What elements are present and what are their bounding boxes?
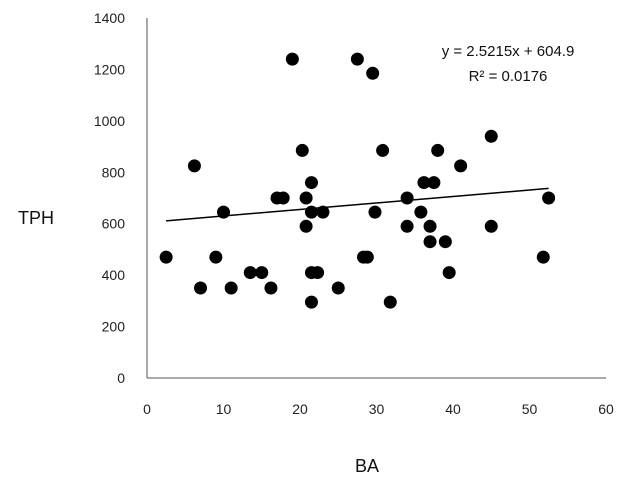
data-point: [299, 191, 313, 205]
data-point: [454, 159, 468, 173]
data-point: [285, 52, 299, 66]
data-point: [536, 250, 550, 264]
x-tick-label: 40: [445, 401, 461, 417]
data-point: [427, 176, 441, 190]
x-tick-label: 10: [216, 401, 232, 417]
data-point: [442, 266, 456, 280]
data-point: [366, 66, 380, 80]
data-point: [542, 191, 556, 205]
data-point: [316, 205, 330, 219]
data-point: [243, 266, 257, 280]
data-point: [368, 205, 382, 219]
y-tick-label: 1000: [94, 113, 125, 129]
data-point: [417, 176, 431, 190]
data-point: [383, 295, 397, 309]
data-point: [276, 191, 290, 205]
data-point: [360, 250, 374, 264]
x-tick-label: 60: [598, 401, 614, 417]
data-point: [400, 191, 414, 205]
data-point: [295, 143, 309, 157]
data-point: [400, 219, 414, 233]
y-tick-label: 600: [102, 216, 126, 232]
data-point: [423, 219, 437, 233]
data-point: [431, 143, 445, 157]
data-point: [209, 250, 223, 264]
y-tick-label: 1400: [94, 10, 125, 26]
y-tick-label: 200: [102, 319, 126, 335]
data-point: [311, 266, 325, 280]
data-point: [224, 281, 238, 295]
data-point: [484, 129, 498, 143]
trendline: [166, 187, 549, 222]
r-squared-label: R² = 0.0176: [469, 68, 548, 85]
y-tick-label: 1200: [94, 61, 125, 77]
y-tick-label: 0: [117, 370, 125, 386]
data-point: [350, 52, 364, 66]
y-tick-label: 400: [102, 267, 126, 283]
data-point: [484, 219, 498, 233]
x-tick-label: 0: [143, 401, 151, 417]
data-point: [159, 250, 173, 264]
data-point: [194, 281, 208, 295]
data-point: [299, 219, 313, 233]
data-point: [255, 266, 269, 280]
data-point: [423, 235, 437, 249]
data-point: [331, 281, 345, 295]
data-point: [376, 143, 390, 157]
data-point: [438, 235, 452, 249]
y-tick-labels: 0 200 400 600 800 1000 1200 1400: [94, 10, 125, 386]
x-tick-label: 20: [292, 401, 308, 417]
data-point: [304, 176, 318, 190]
x-tick-label: 30: [369, 401, 385, 417]
data-points: [159, 52, 556, 309]
data-point: [187, 159, 201, 173]
x-tick-label: 50: [522, 401, 538, 417]
y-tick-label: 800: [102, 164, 126, 180]
y-axis-label: TPH: [18, 208, 54, 228]
axes: [146, 18, 606, 379]
data-point: [264, 281, 278, 295]
trendline-equation: y = 2.5215x + 604.9: [442, 43, 575, 60]
data-point: [414, 205, 428, 219]
x-tick-labels: 0 10 20 30 40 50 60: [143, 401, 614, 417]
x-axis-label: BA: [355, 456, 379, 476]
trendline-group: [166, 187, 549, 222]
data-point: [304, 295, 318, 309]
